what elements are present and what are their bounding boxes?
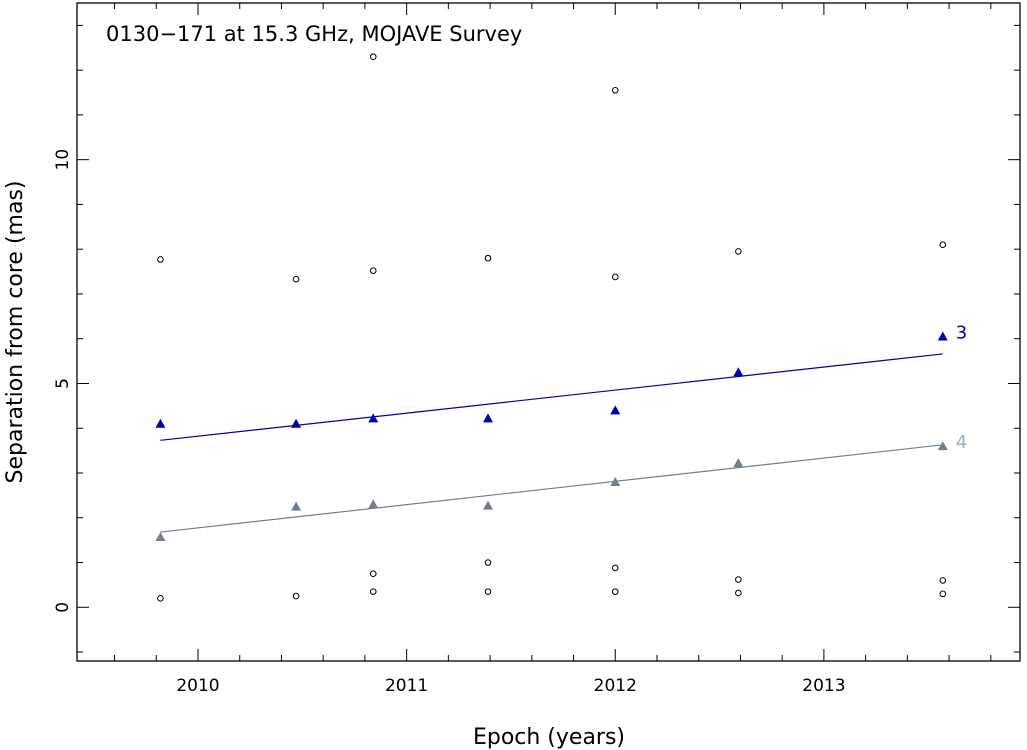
series-4-point bbox=[937, 441, 948, 451]
component-point bbox=[292, 275, 300, 283]
component-point bbox=[157, 595, 164, 602]
series-3-point bbox=[937, 331, 948, 341]
y-tick-label: 5 bbox=[53, 378, 73, 389]
component-point bbox=[369, 588, 377, 595]
series-4-point bbox=[368, 499, 379, 509]
series-3-point bbox=[482, 413, 493, 423]
component-point bbox=[484, 559, 492, 566]
series-label-4: 4 bbox=[956, 432, 967, 453]
x-tick-label: 2013 bbox=[802, 676, 845, 696]
component-point bbox=[939, 590, 947, 598]
component-point bbox=[735, 589, 742, 597]
fit-line-3 bbox=[160, 353, 943, 441]
component-point bbox=[939, 241, 947, 249]
series-label-3: 3 bbox=[956, 322, 967, 343]
series-4-point bbox=[155, 532, 166, 542]
x-axis-title: Epoch (years) bbox=[473, 725, 625, 750]
plot-marks: 34 bbox=[155, 53, 967, 602]
component-point bbox=[484, 588, 492, 595]
chart-title: 0130−171 at 15.3 GHz, MOJAVE Survey bbox=[106, 22, 522, 46]
component-point bbox=[292, 592, 300, 600]
fit-line-4 bbox=[160, 444, 943, 533]
y-tick-label: 0 bbox=[53, 602, 73, 613]
component-point bbox=[369, 570, 377, 578]
y-axis-title: Separation from core (mas) bbox=[3, 181, 28, 484]
component-point bbox=[369, 267, 377, 274]
component-point bbox=[735, 576, 742, 583]
component-point bbox=[157, 256, 164, 263]
x-tick-label: 2010 bbox=[176, 676, 219, 696]
x-tick-label: 2011 bbox=[385, 676, 428, 696]
series-4-point bbox=[733, 458, 744, 468]
series-4-point bbox=[291, 501, 302, 511]
series-3-point bbox=[368, 413, 379, 423]
y-tick-label: 10 bbox=[53, 149, 73, 171]
series-4-point bbox=[482, 500, 493, 510]
series-3-point bbox=[733, 367, 744, 377]
series-4-point bbox=[610, 476, 621, 486]
series-3-point bbox=[610, 405, 621, 415]
component-point bbox=[735, 248, 742, 255]
component-point bbox=[611, 273, 619, 281]
x-tick-label: 2012 bbox=[594, 676, 637, 696]
component-point bbox=[611, 588, 619, 595]
component-point bbox=[611, 86, 619, 94]
component-point bbox=[369, 53, 377, 61]
series-3-point bbox=[155, 418, 166, 428]
component-point bbox=[611, 564, 619, 572]
plot-frame bbox=[76, 2, 1021, 662]
component-point bbox=[939, 577, 947, 584]
component-point bbox=[484, 254, 492, 262]
axis-ticks: 2010 2011 2012 2013 0 5 10 bbox=[53, 3, 1020, 696]
series-3-point bbox=[291, 418, 302, 428]
